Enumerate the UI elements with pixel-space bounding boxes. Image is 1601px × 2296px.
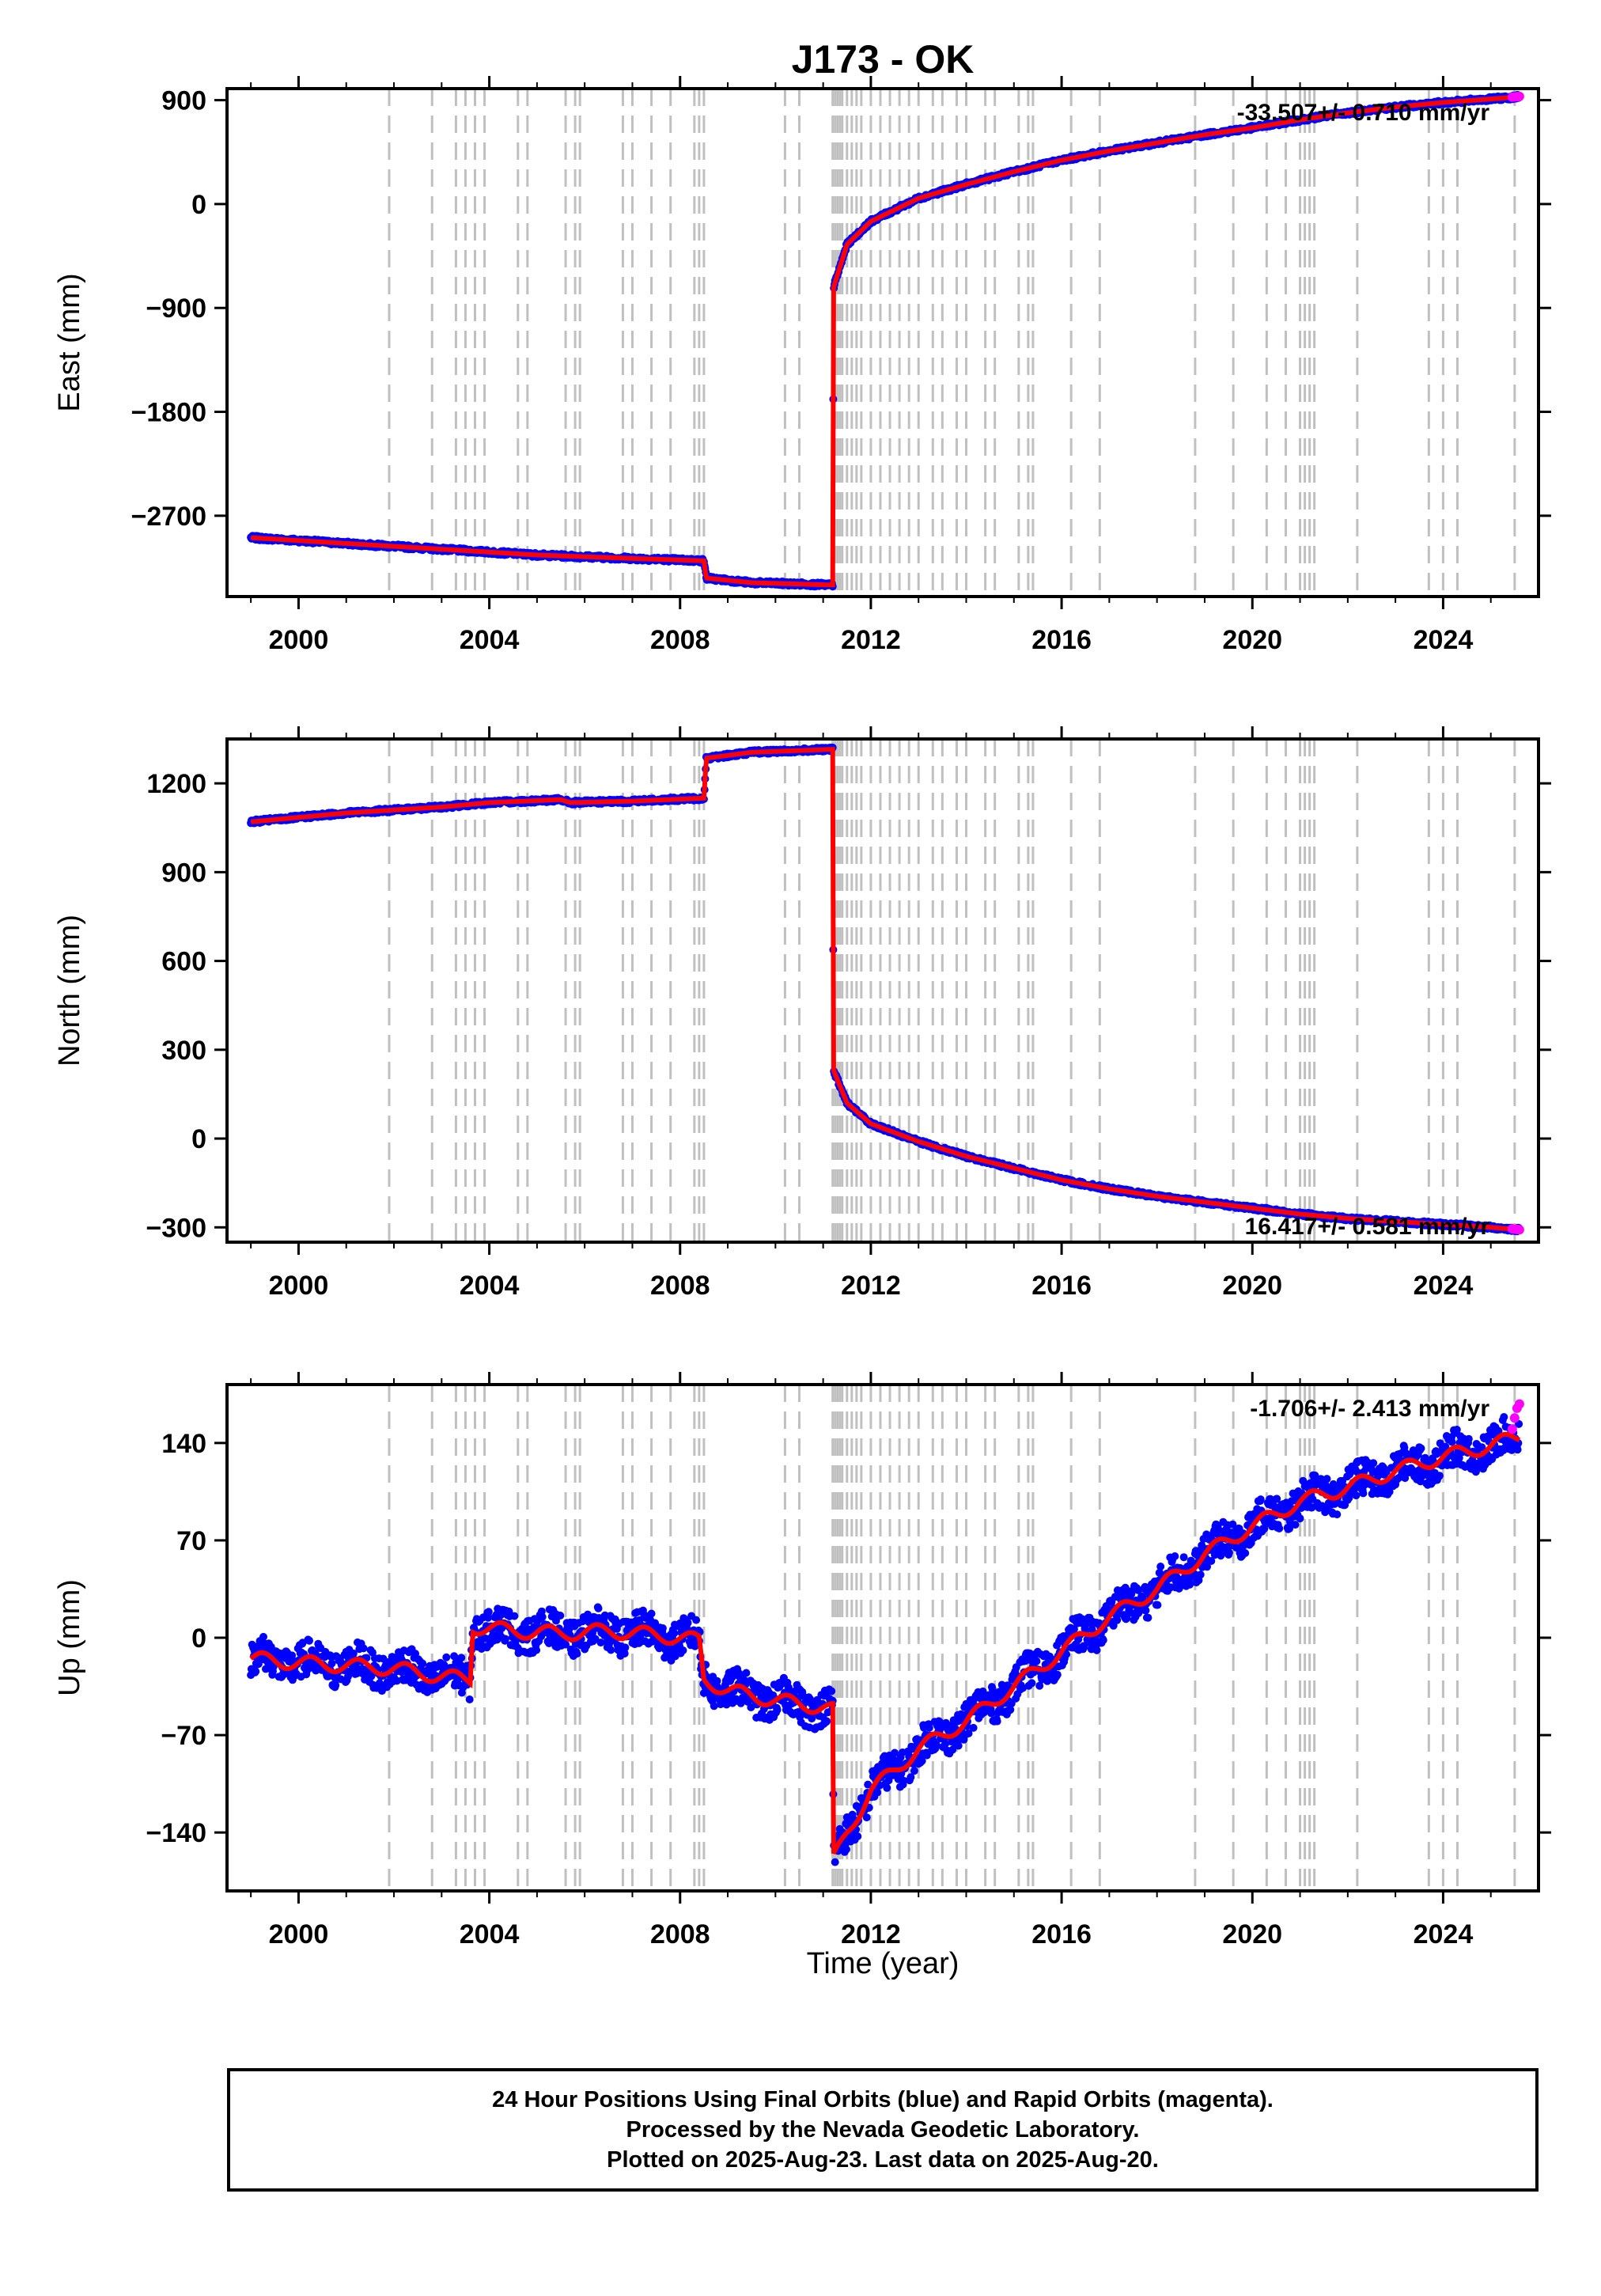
panel-frame [225, 737, 1540, 1244]
data-point [457, 1654, 466, 1662]
x-tick-label: 2004 [460, 1271, 520, 1301]
data-point [252, 1667, 260, 1676]
model-line [250, 747, 1520, 1233]
panel-north: 2000 2004 2008 2012 2016 2020 2024 1200 900 600 30… [53, 726, 1551, 1301]
panel-up: 2000 2004 2008 2012 2016 2020 2024140700−70−14… [53, 1372, 1551, 1949]
data-point [465, 1695, 474, 1703]
data-point [327, 1659, 336, 1668]
plot-area-east [247, 90, 1524, 591]
y-axis-label-north: North (mm) [53, 915, 86, 1067]
y-tick-label: 900 [161, 858, 206, 888]
x-tick-label: 2012 [841, 1271, 901, 1301]
chart-title: J173 - OK [792, 37, 975, 81]
x-tick-label: 2000 [269, 625, 329, 655]
x-tick-label: 2024 [1414, 1271, 1474, 1301]
y-tick-label: 1200 [146, 769, 206, 799]
data-point [359, 1644, 368, 1653]
y-tick-label: 0 [191, 190, 206, 220]
panel-east: 2000 2004 2008 2012 2016 2020 2024 900 0 −900 −180… [53, 76, 1551, 655]
data-point [305, 1636, 313, 1645]
y-tick-label: 300 [161, 1036, 206, 1066]
x-tick-label: 2020 [1222, 1271, 1282, 1301]
data-point [259, 1632, 267, 1641]
x-tick-label: 2016 [1031, 1271, 1092, 1301]
y-tick-label: −1800 [131, 398, 207, 428]
event-lines-north [388, 739, 1516, 1242]
x-tick-label: 2008 [650, 1271, 710, 1301]
x-tick-label: 2000 [269, 1271, 329, 1301]
y-axis-label-east: East (mm) [53, 273, 86, 411]
plot-area-up [247, 1399, 1524, 1866]
rate-label-east: -33.507+/- 0.710 mm/yr [1237, 100, 1490, 126]
y-tick-label: −300 [146, 1213, 206, 1243]
y-tick-label: 900 [161, 86, 206, 116]
panel-frame [225, 87, 1540, 598]
x-tick-label: 2024 [1414, 625, 1474, 655]
x-tick-label: 2020 [1222, 625, 1282, 655]
data-point [442, 1653, 451, 1661]
plot-area-north [247, 743, 1524, 1236]
x-tick-label: 2012 [841, 625, 901, 655]
x-tick-label: 2004 [460, 625, 520, 655]
rapid-data-point [1514, 91, 1524, 101]
x-tick-label: 2016 [1031, 625, 1092, 655]
y-tick-label: 600 [161, 947, 206, 977]
event-lines-east [388, 89, 1516, 597]
y-tick-label: 0 [191, 1124, 206, 1154]
y-tick-label: −2700 [131, 502, 207, 532]
model-line [250, 94, 1520, 588]
y-tick-label: −900 [146, 294, 206, 324]
data-point [418, 1659, 427, 1668]
rapid-data-point [1514, 1225, 1524, 1235]
x-tick-label: 2008 [650, 625, 710, 655]
rate-label-north: 16.417+/- 0.581 mm/yr [1245, 1214, 1490, 1240]
